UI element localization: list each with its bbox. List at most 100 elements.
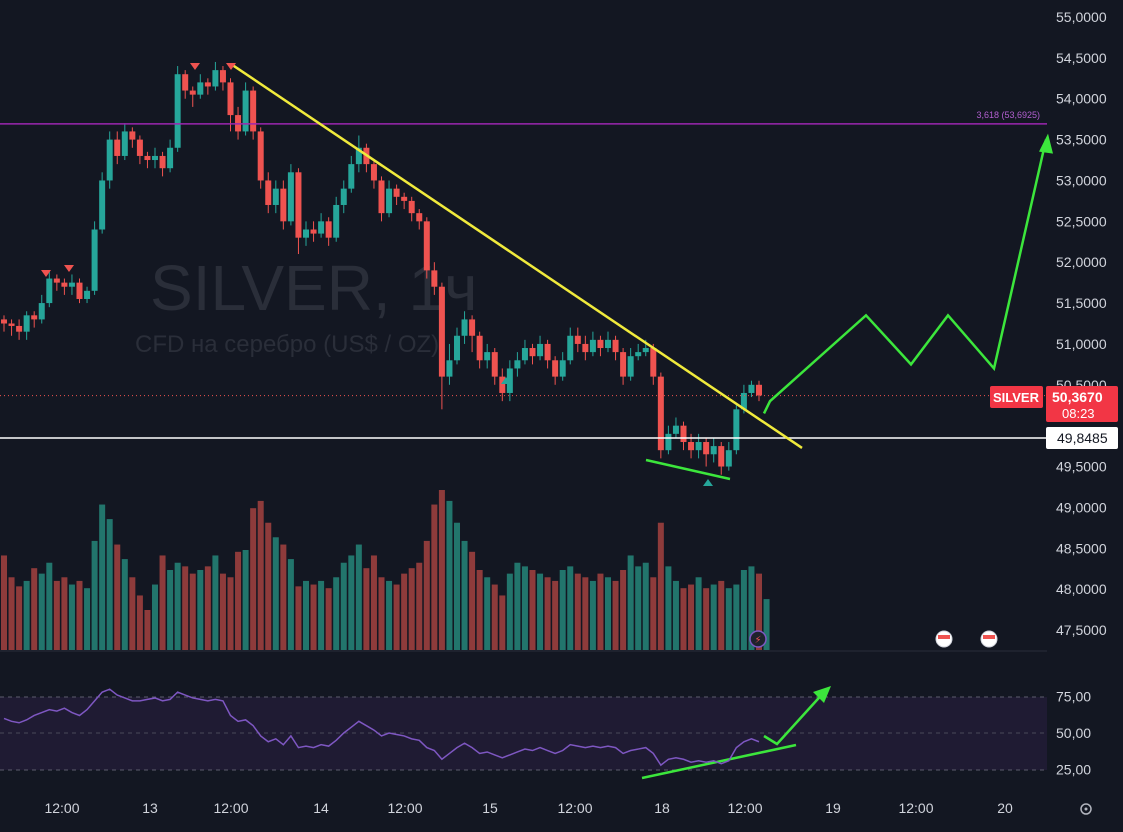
candle-body	[272, 188, 279, 205]
price-tick-label: 53,5000	[1056, 132, 1107, 148]
candle-body	[605, 339, 611, 349]
candle-body	[182, 74, 189, 91]
volume-bar	[627, 555, 634, 650]
volume-bar	[544, 577, 551, 650]
volume-bar	[295, 586, 302, 650]
price-axis[interactable]: 55,0000 54,5000 54,0000 53,5000 53,0000 52,50…	[1056, 9, 1107, 638]
candle-body	[1, 319, 7, 324]
volume-bar	[159, 555, 166, 650]
candle-body	[114, 139, 121, 156]
rsi-arrow-head	[813, 686, 831, 703]
volume-bar	[91, 540, 98, 650]
volume-bar	[197, 570, 204, 650]
volume-bar	[250, 508, 257, 650]
price-tick-label: 54,0000	[1056, 91, 1107, 107]
dividend-icon[interactable]	[749, 630, 767, 648]
volume-bar	[355, 544, 362, 650]
volume-bar	[597, 573, 604, 650]
rsi-divergence-line[interactable]	[641, 743, 797, 780]
candlestick-series	[1, 61, 762, 475]
candle-body	[167, 147, 174, 169]
time-axis[interactable]: 12:00 13 12:00 14 12:00 15 12:00 18 12:00 19 12:00…	[44, 800, 1013, 816]
price-tick-label: 49,5000	[1056, 459, 1107, 475]
volume-bar	[559, 570, 566, 650]
rsi-tick-label: 50,00	[1056, 725, 1091, 741]
symbol-tag-text: SILVER	[993, 390, 1040, 405]
volume-bar	[303, 580, 309, 650]
candle-body	[529, 348, 536, 357]
rsi-line	[3, 688, 760, 767]
volume-bar	[733, 584, 740, 650]
volume-bar	[310, 584, 317, 650]
candle-body	[325, 221, 332, 238]
volume-bar	[416, 562, 423, 650]
volume-bar	[219, 573, 226, 650]
volume-bar	[212, 555, 219, 650]
candle-body	[348, 164, 355, 189]
candle-body	[703, 442, 710, 455]
volume-bar	[235, 551, 242, 650]
price-tag-value: 50,3670	[1052, 389, 1103, 405]
candle-body	[589, 339, 596, 353]
candle-body	[544, 343, 551, 361]
candle-body	[355, 147, 362, 165]
candle-body	[257, 131, 264, 181]
candle-body	[476, 335, 483, 361]
volume-bar	[31, 568, 38, 650]
candle-body	[340, 188, 347, 205]
buy-signal-marker	[501, 377, 511, 384]
candle-body	[484, 352, 491, 361]
fib-level-label: 3,618 (53,6925)	[976, 110, 1040, 120]
candle-body	[333, 204, 340, 238]
volume-bar	[182, 566, 189, 650]
price-divergence-line[interactable]	[645, 458, 731, 481]
volume-bar	[461, 540, 468, 650]
volume-bar	[514, 562, 521, 650]
candle-body	[499, 376, 506, 393]
flag-stripe	[983, 635, 995, 639]
volume-bar	[189, 573, 196, 650]
time-tick-label: 12:00	[898, 800, 933, 816]
candle-body	[733, 409, 740, 451]
candle-body	[16, 325, 23, 332]
candle-body	[620, 352, 627, 377]
candle-body	[574, 335, 581, 344]
volume-bar	[99, 504, 106, 650]
price-tick-label: 52,5000	[1056, 213, 1107, 229]
candle-body	[310, 229, 317, 234]
volume-bar	[491, 584, 498, 650]
volume-bar	[257, 500, 264, 650]
volume-bar	[68, 584, 75, 650]
candle-body	[756, 384, 762, 396]
volume-bar	[325, 588, 332, 650]
candle-body	[378, 180, 385, 214]
downtrend-line[interactable]	[230, 63, 803, 449]
candle-body	[393, 188, 400, 197]
volume-bar	[688, 584, 695, 650]
price-tag-countdown: 08:23	[1062, 406, 1095, 421]
candle-body	[725, 450, 732, 467]
candle-body	[431, 270, 438, 287]
rsi-projection-arrow[interactable]	[763, 689, 827, 746]
rsi-tick-label: 75,00	[1056, 689, 1091, 705]
rsi-axis[interactable]: 75,00 50,00 25,00	[1056, 689, 1091, 778]
volume-bar	[763, 599, 770, 650]
current-price-badge[interactable]: SILVER 50,3670 08:23	[990, 386, 1118, 422]
volume-bar	[363, 568, 370, 650]
candle-body	[159, 155, 166, 169]
gear-icon[interactable]	[1080, 803, 1092, 815]
candle-body	[401, 196, 408, 201]
buy-signal-marker	[703, 479, 713, 486]
volume-bar	[386, 580, 393, 650]
volume-bar	[318, 580, 325, 650]
watermark-title: SILVER, 1ч	[150, 252, 477, 324]
time-tick-label: 12:00	[44, 800, 79, 816]
volume-bar	[574, 573, 581, 650]
candle-body	[287, 172, 294, 222]
support-price-badge[interactable]: 49,8485	[1046, 427, 1118, 450]
price-projection-path[interactable]	[762, 139, 1048, 414]
volume-bar	[204, 566, 211, 650]
volume-bar	[725, 588, 732, 650]
volume-bar	[174, 562, 181, 650]
